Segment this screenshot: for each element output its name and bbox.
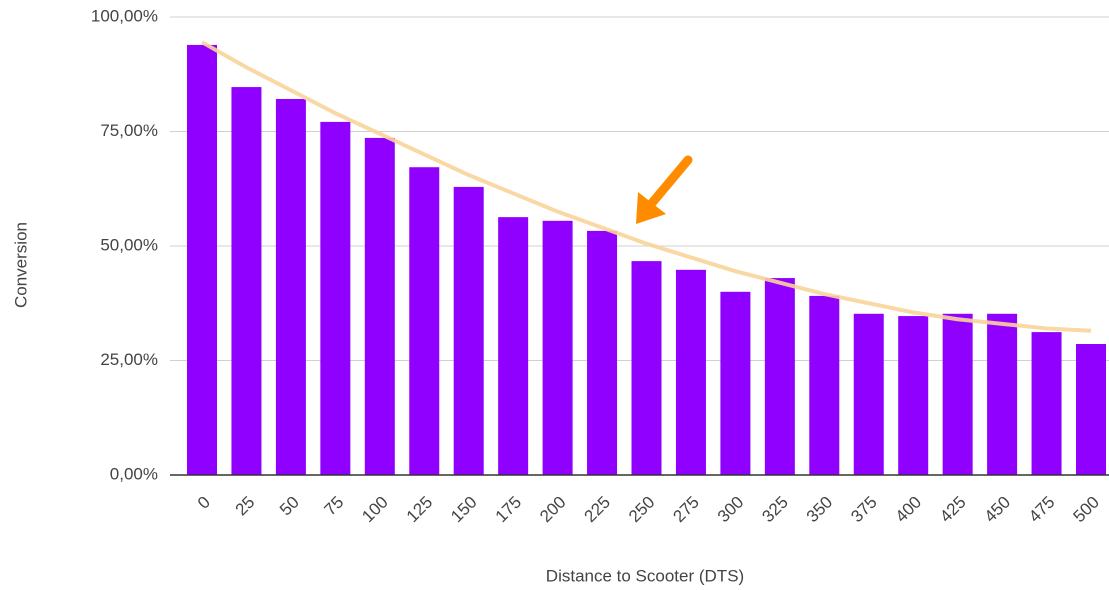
y-tick-label: 75,00% [100,121,158,140]
x-tick-label: 500 [1070,493,1103,526]
bar [409,167,440,475]
bar [1076,344,1106,475]
bar [631,261,662,475]
bar [1031,332,1062,475]
y-tick-label: 50,00% [100,235,158,254]
bar [675,269,706,475]
x-tick-label: 400 [892,493,925,526]
arrow-shaft [647,155,693,208]
x-tick-label: 325 [758,493,791,526]
x-tick-label: 450 [981,493,1014,526]
bar [987,313,1018,475]
y-axis-label: Conversion [11,222,30,308]
x-tick-label: 375 [847,493,880,526]
x-tick-label: 225 [581,493,614,526]
x-tick-label: 275 [669,493,702,526]
x-tick-label: 300 [714,493,747,526]
x-tick-label: 100 [358,493,391,526]
bar [364,137,395,476]
x-tick-label: 150 [447,493,480,526]
x-tick-label: 0 [194,493,214,513]
bar [231,87,262,475]
trendline [201,40,1092,333]
x-tick-label: 475 [1025,493,1058,526]
x-axis-label: Distance to Scooter (DTS) [546,566,744,585]
x-tick-label: 50 [276,493,303,520]
y-tick-label: 100,00% [91,6,158,25]
bar [942,313,973,475]
bar [320,121,351,475]
y-tick-label: 25,00% [100,350,158,369]
bar [542,220,573,475]
x-tick-label: 250 [625,493,658,526]
bar [809,295,840,475]
bar [587,230,618,475]
bar [453,186,484,475]
x-tick-label: 425 [936,493,969,526]
bar [275,98,306,476]
x-tick-label: 200 [536,493,569,526]
x-tick-label: 25 [232,493,259,520]
y-tick-label: 0,00% [110,464,158,483]
bar [853,313,884,475]
x-tick-label: 350 [803,493,836,526]
bar [898,316,929,475]
bar [764,278,795,475]
arrow-head [636,192,666,224]
x-tick-label: 175 [492,493,525,526]
x-tick-label: 125 [403,493,436,526]
bar [498,217,529,475]
x-tick-label: 75 [321,493,348,520]
bar [720,291,751,475]
bar [187,44,217,476]
